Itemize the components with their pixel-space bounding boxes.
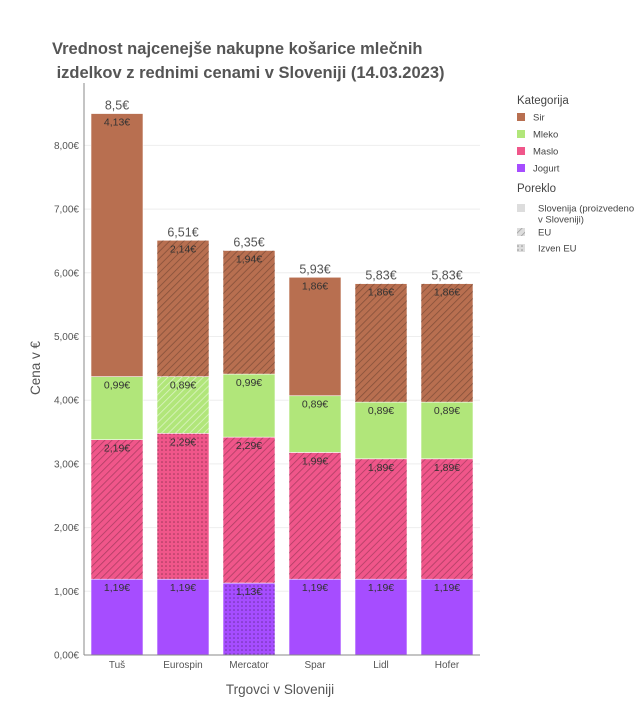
- total-labels: 8,5€ 6,51€ 6,35€ 5,93€ 5,83€ 5,83€: [105, 99, 463, 283]
- bar-value-label: 0,99€: [104, 380, 130, 392]
- legend-origin-label: EU: [538, 228, 551, 239]
- bar-value-label: 0,89€: [368, 405, 394, 417]
- y-tick-label: 3,00€: [54, 459, 79, 470]
- bar-value-label: 0,99€: [236, 377, 262, 389]
- bar-segment-pattern: [289, 452, 341, 580]
- bar-segment-pattern: [223, 250, 275, 375]
- bar-value-label: 1,13€: [236, 586, 262, 598]
- bar-segment-pattern: [223, 437, 275, 584]
- bar-value-label: 1,89€: [368, 462, 394, 474]
- bar-value-label: 1,19€: [434, 582, 460, 594]
- bar-segment-pattern: [157, 433, 209, 580]
- legend-category-label: Jogurt: [533, 164, 560, 175]
- bar-value-label: 1,19€: [170, 582, 196, 594]
- bar-segment-pattern: [91, 439, 143, 580]
- x-tick-label: Spar: [304, 660, 326, 671]
- bar-value-label: 2,29€: [170, 436, 196, 448]
- bar-total-label: 6,35€: [233, 236, 264, 250]
- gridlines: [84, 144, 480, 592]
- x-axis-title: Trgovci v Sloveniji: [226, 682, 334, 697]
- bar-segment-jogurt: [90, 578, 144, 656]
- y-tick-labels: 0,00€ 1,00€ 2,00€ 3,00€ 4,00€ 5,00€ 6,00€ 7,00€…: [54, 141, 79, 662]
- x-tick-label: Mercator: [229, 660, 269, 671]
- bar-segment-mleko: [420, 401, 474, 460]
- bar-value-label: 0,89€: [170, 380, 196, 392]
- x-tick-labels: Tuš Eurospin Mercator Spar Lidl Hofer: [109, 660, 460, 671]
- bar-value-label: 1,19€: [302, 582, 328, 594]
- y-tick-label: 2,00€: [54, 523, 79, 534]
- legend-origin-label: Slovenija (proizvedeno: [538, 204, 634, 215]
- legend-origin-label: Izven EU: [538, 244, 577, 255]
- bar-segment-pattern: [355, 458, 407, 580]
- legend-swatch: [517, 113, 525, 121]
- bar-value-label: 1,86€: [434, 287, 460, 299]
- legend-swatch: [517, 130, 525, 138]
- bar-segment-mleko: [90, 376, 144, 440]
- legend-origin-swatch: [517, 204, 525, 212]
- bar-value-label: 0,89€: [434, 405, 460, 417]
- bar-segment-jogurt: [156, 578, 210, 656]
- bar-value-label: 2,14€: [170, 243, 196, 255]
- bar-segment-sir: [288, 276, 342, 397]
- legend-origin-pattern: [517, 228, 525, 236]
- bar-value-label: 1,86€: [302, 280, 328, 292]
- bar-value-label: 1,86€: [368, 287, 394, 299]
- legend-category-title: Kategorija: [517, 95, 569, 107]
- legend-category-label: Sir: [533, 113, 545, 124]
- bar-segment-jogurt: [288, 578, 342, 656]
- y-axis-title: Cena v €: [28, 340, 43, 395]
- bar-total-label: 5,83€: [365, 269, 396, 283]
- bar-segment-sir: [90, 113, 144, 377]
- bar-segment-pattern: [157, 376, 209, 434]
- x-tick-label: Tuš: [109, 660, 125, 671]
- legend-swatch: [517, 164, 525, 172]
- bar-segment-mleko: [288, 395, 342, 453]
- bar-segment-pattern: [157, 240, 209, 377]
- bar-total-label: 8,5€: [105, 99, 129, 113]
- x-tick-label: Hofer: [435, 660, 460, 671]
- bar-value-label: 1,19€: [368, 582, 394, 594]
- bar-value-label: 1,99€: [302, 455, 328, 467]
- bar-value-label: 2,19€: [104, 443, 130, 455]
- bar-total-label: 6,51€: [167, 225, 198, 239]
- y-tick-label: 8,00€: [54, 141, 79, 152]
- bar-segment-pattern: [421, 458, 473, 580]
- bar-segment-mleko: [354, 401, 408, 460]
- y-tick-label: 6,00€: [54, 268, 79, 279]
- bar-total-label: 5,83€: [431, 269, 462, 283]
- bar-value-label: 1,89€: [434, 462, 460, 474]
- bar-segment-mleko: [222, 373, 276, 438]
- legend-origin-pattern: [517, 244, 525, 252]
- bar-value-label: 4,13€: [104, 117, 130, 129]
- legend-category-label: Mleko: [533, 130, 558, 141]
- bars: 1,19€ 2,19€ 0,99€ 4,13€ 1,19€ 2,29€ 0,89€ 2,14€…: [90, 113, 474, 656]
- bar-segment-jogurt: [354, 578, 408, 656]
- legend-category-label: Maslo: [533, 147, 558, 158]
- legend: Kategorija Sir Mleko Maslo Jogurt Poreklo S…: [517, 95, 634, 255]
- bar-value-label: 2,29€: [236, 440, 262, 452]
- y-tick-label: 4,00€: [54, 396, 79, 407]
- bar-value-label: 0,89€: [302, 399, 328, 411]
- chart-title-line-2: izdelkov z rednimi cenami v Sloveniji (1…: [52, 64, 445, 82]
- x-tick-label: Eurospin: [163, 660, 202, 671]
- legend-origin-label: v Sloveniji): [538, 215, 584, 226]
- bar-value-label: 1,19€: [104, 582, 130, 594]
- bar-segment-pattern: [355, 283, 407, 403]
- x-tick-label: Lidl: [373, 660, 389, 671]
- bar-segment-jogurt: [420, 578, 474, 656]
- y-tick-label: 5,00€: [54, 332, 79, 343]
- bar-total-label: 5,93€: [299, 262, 330, 276]
- bar-segment-pattern: [421, 283, 473, 403]
- y-tick-label: 0,00€: [54, 651, 79, 662]
- y-tick-label: 7,00€: [54, 205, 79, 216]
- bar-value-label: 1,94€: [236, 254, 262, 266]
- legend-swatch: [517, 147, 525, 155]
- chart-title-line-1: Vrednost najcenejše nakupne košarice mle…: [52, 40, 423, 58]
- y-tick-label: 1,00€: [54, 587, 79, 598]
- bar-segment-pattern: [223, 583, 275, 655]
- legend-origin-title: Poreklo: [517, 183, 556, 195]
